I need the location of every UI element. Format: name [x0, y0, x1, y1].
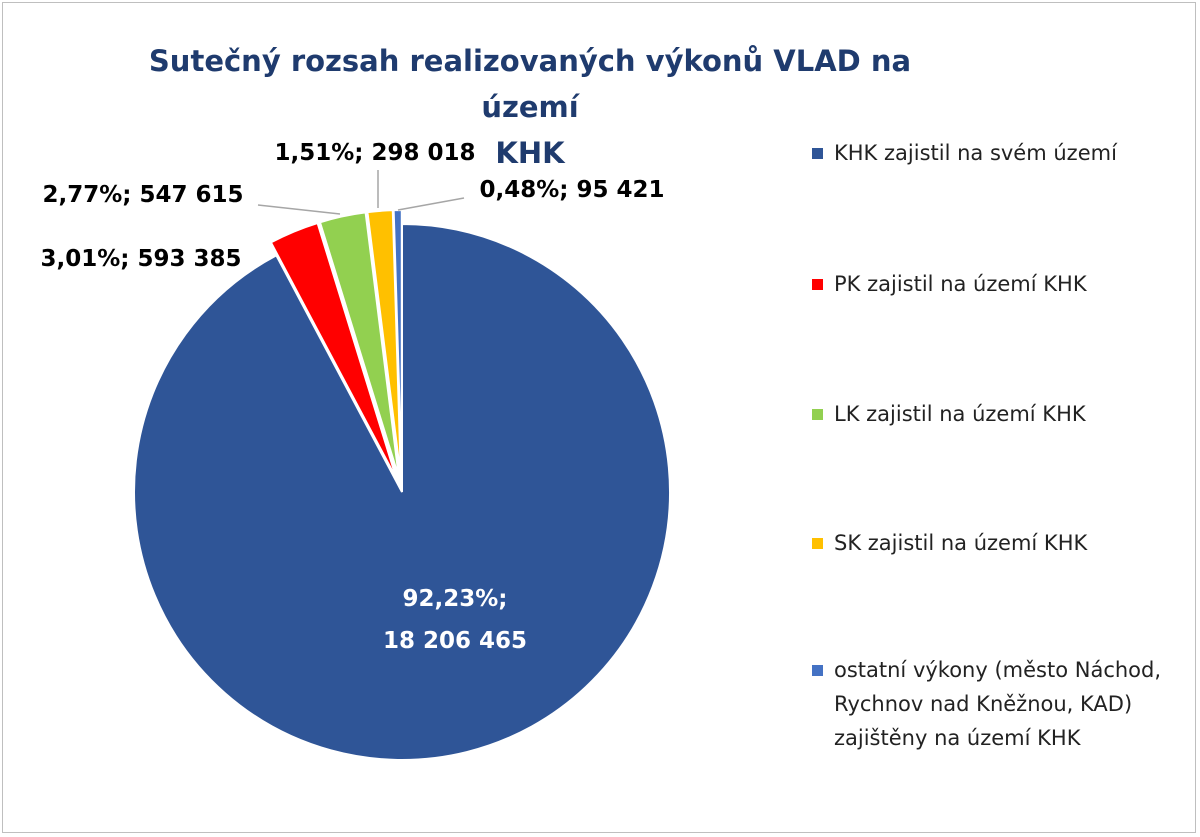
pie-slice-khk — [133, 222, 671, 761]
legend-swatch-sk — [812, 538, 823, 549]
data-label-lk: 2,77%; 547 615 — [42, 182, 243, 208]
data-label-sk: 1,51%; 298 018 — [274, 140, 475, 166]
chart-title-line-2: KHK — [495, 136, 565, 170]
pie-slice-pk — [269, 221, 398, 480]
pie-slice-lk — [318, 211, 401, 479]
data-label-ostatni: 0,48%; 95 421 — [479, 177, 664, 203]
data-label-khk: 92,23%; 18 206 465 — [383, 586, 527, 654]
data-label-pk: 3,01%; 593 385 — [40, 246, 241, 272]
legend-swatch-ostatni — [812, 665, 823, 676]
legend-label-pk: PK zajistil na území KHK — [834, 272, 1087, 296]
leader-line-lk — [257, 204, 341, 215]
legend-label-sk: SK zajistil na území KHK — [834, 531, 1088, 555]
chart-title: Sutečný rozsah realizovaných výkonů VLAD… — [130, 38, 930, 176]
legend-swatch-khk — [812, 148, 823, 159]
leader-line-ostatni — [397, 197, 465, 211]
legend-swatch-pk — [812, 279, 823, 290]
legend-label-khk: KHK zajistil na svém území — [834, 141, 1117, 165]
legend-swatch-lk — [812, 409, 823, 420]
chart-title-line-1: Sutečný rozsah realizovaných výkonů VLAD… — [148, 44, 912, 124]
legend-label-lk: LK zajistil na území KHK — [834, 402, 1086, 426]
legend-label-ostatni: ostatní výkony (město Náchod, Rychnov na… — [834, 658, 1162, 750]
